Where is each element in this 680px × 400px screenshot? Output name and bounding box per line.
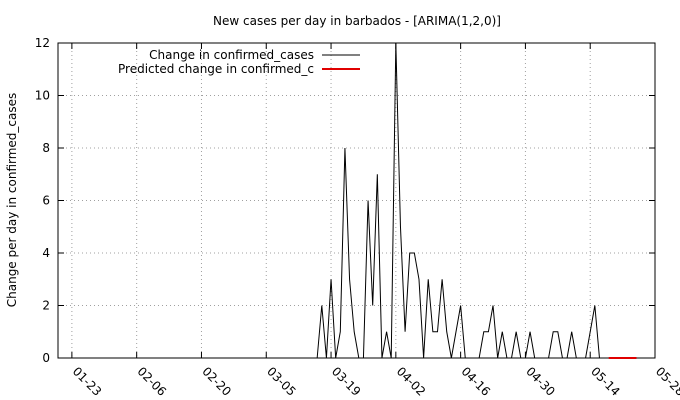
y-tick-label: 4 bbox=[42, 246, 50, 260]
data-series bbox=[316, 42, 637, 359]
x-tick-label: 04-16 bbox=[459, 364, 494, 399]
x-tick-label: 03-19 bbox=[329, 364, 364, 399]
x-tick-label: 01-23 bbox=[70, 364, 105, 399]
grid bbox=[58, 43, 655, 358]
legend: Change in confirmed_cases Predicted chan… bbox=[118, 48, 360, 76]
x-tick-label: 04-02 bbox=[394, 364, 429, 399]
y-tick-label: 0 bbox=[42, 351, 50, 365]
chart-title: New cases per day in barbados - [ARIMA(1… bbox=[213, 14, 501, 28]
x-tick-label: 04-30 bbox=[523, 364, 558, 399]
legend-label-predicted: Predicted change in confirmed_c bbox=[118, 62, 314, 76]
x-tick-label: 05-28 bbox=[653, 364, 680, 399]
y-axis-label: Change per day in confirmed_cases bbox=[5, 93, 19, 308]
y-tick-label: 12 bbox=[35, 36, 50, 50]
plot-frame bbox=[57, 42, 656, 359]
x-tick-label: 03-05 bbox=[264, 364, 299, 399]
legend-label-confirmed: Change in confirmed_cases bbox=[149, 48, 314, 62]
y-tick-label: 6 bbox=[42, 194, 50, 208]
y-tick-label: 2 bbox=[42, 299, 50, 313]
x-tick-label: 05-14 bbox=[588, 364, 623, 399]
series-line-confirmed bbox=[316, 42, 605, 359]
y-tick-label: 8 bbox=[42, 141, 50, 155]
x-tick-label: 02-06 bbox=[135, 364, 170, 399]
x-tick-label: 02-20 bbox=[199, 364, 234, 399]
y-tick-label: 10 bbox=[35, 89, 50, 103]
axis-ticks: 0 2 4 6 8 10 12 01-23 02-06 02-20 03-05 03-19 04-02 0… bbox=[35, 36, 680, 399]
